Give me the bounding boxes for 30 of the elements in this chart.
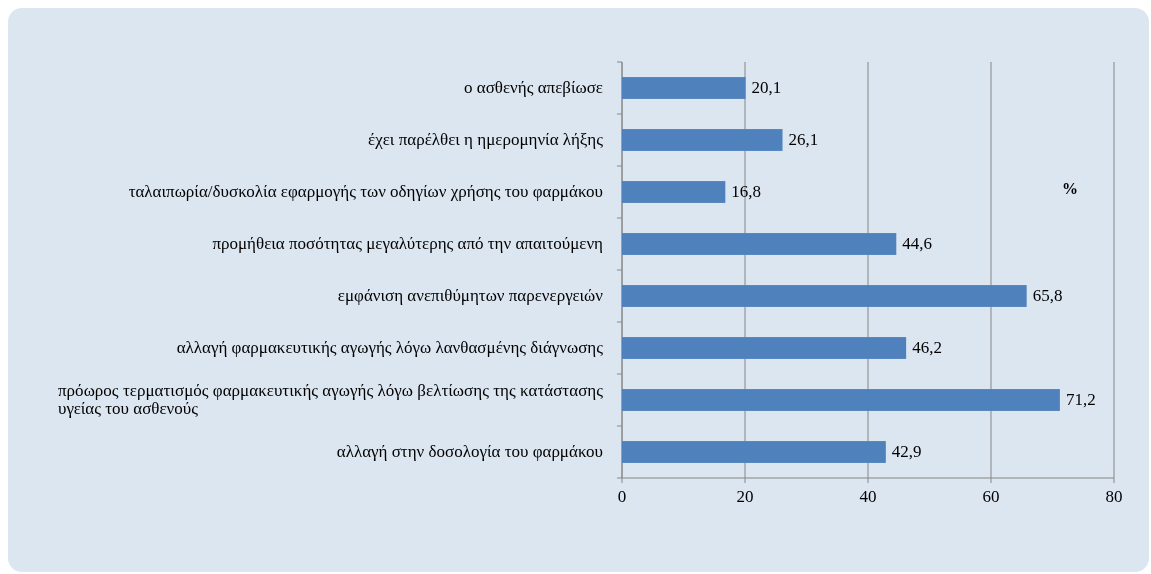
y-tick-label: έχει παρέλθει η ημερομηνία λήξης bbox=[368, 130, 604, 149]
x-tick-label: 80 bbox=[1105, 487, 1123, 506]
data-label: 46,2 bbox=[912, 338, 942, 357]
bar bbox=[622, 77, 746, 99]
data-label: 26,1 bbox=[788, 130, 819, 149]
data-label: 42,9 bbox=[891, 442, 922, 461]
y-tick-label: εμφάνιση ανεπιθύμητων παρενεργειών bbox=[337, 286, 604, 305]
bar bbox=[622, 181, 726, 203]
y-tick-label: προμήθεια ποσότητας μεγαλύτερης από την απαιτούμενη bbox=[212, 234, 603, 253]
data-label: 20,1 bbox=[751, 78, 782, 97]
bar bbox=[622, 285, 1027, 307]
bar bbox=[622, 233, 897, 255]
x-tick-label: 40 bbox=[859, 487, 877, 506]
y-tick-label: ταλαιπωρία/δυσκολία εφαρμογής των οδηγίων χρήσης του φαρμάκου bbox=[128, 182, 603, 201]
data-label: 16,8 bbox=[731, 182, 762, 201]
data-label: 71,2 bbox=[1065, 390, 1096, 409]
y-tick-label: πρόωρος τερματισμός φαρμακευτικής αγωγής λόγω βελτίωσης της κατάστασης υγείας του ασθενούς bbox=[58, 381, 604, 418]
x-tick-label: 0 bbox=[617, 487, 627, 506]
y-tick-label: αλλαγή φαρμακευτικής αγωγής λόγω λανθασμένης διάγνωσης bbox=[176, 338, 604, 357]
x-tick-label: 60 bbox=[982, 487, 1000, 506]
data-label: 44,6 bbox=[902, 234, 933, 253]
y-tick-label: αλλαγή στην δοσολογία του φαρμάκου bbox=[336, 442, 603, 461]
bar bbox=[622, 389, 1060, 411]
bar bbox=[622, 441, 886, 463]
bar bbox=[622, 129, 783, 151]
x-tick-label: 20 bbox=[736, 487, 754, 506]
y-tick-label: ο ασθενής απεβίωσε bbox=[463, 78, 603, 97]
x-axis-title: % bbox=[1062, 180, 1078, 197]
data-label: 65,8 bbox=[1032, 286, 1063, 305]
bar bbox=[622, 337, 907, 359]
